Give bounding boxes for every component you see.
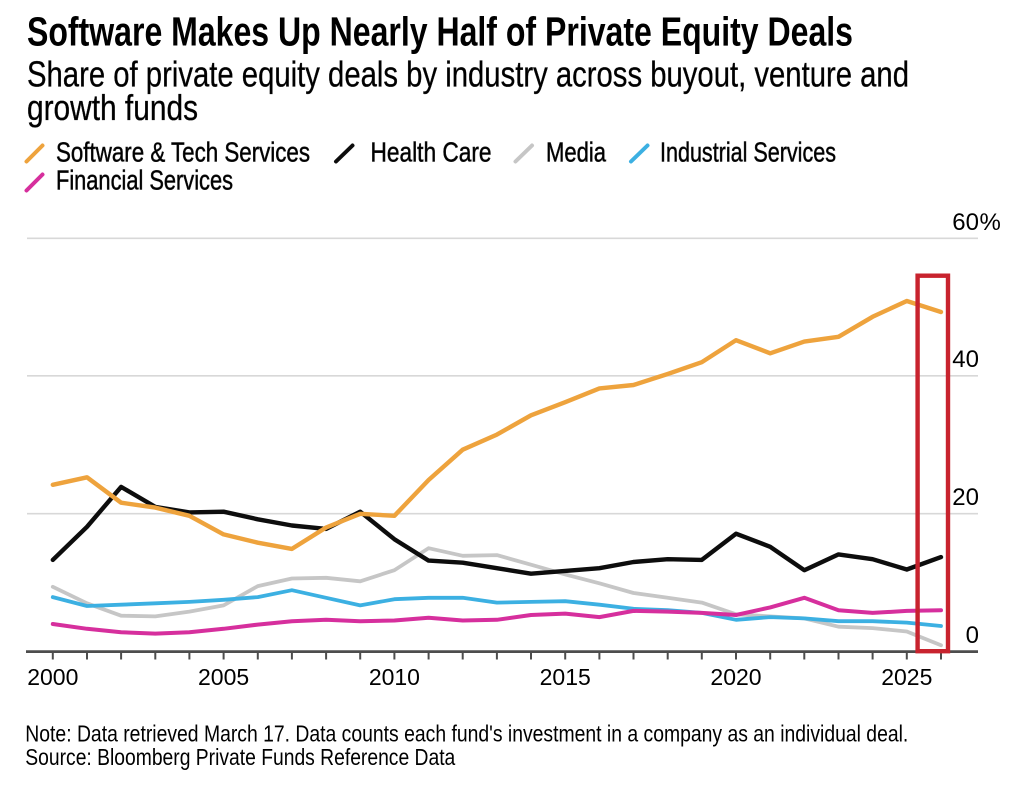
svg-text:growth funds: growth funds: [27, 87, 198, 128]
svg-text:%: %: [980, 209, 1001, 236]
svg-text:2015: 2015: [540, 664, 591, 690]
svg-text:Health Care: Health Care: [371, 136, 492, 167]
svg-text:2005: 2005: [198, 664, 249, 690]
svg-text:2010: 2010: [369, 664, 420, 690]
svg-text:2000: 2000: [27, 664, 78, 690]
svg-text:2020: 2020: [710, 664, 761, 690]
svg-text:Software Makes Up Nearly Half: Software Makes Up Nearly Half of Private…: [27, 9, 853, 55]
svg-text:Source: Bloomberg Private Fund: Source: Bloomberg Private Funds Referenc…: [25, 744, 455, 770]
svg-text:Software & Tech Services: Software & Tech Services: [56, 136, 310, 167]
svg-text:40: 40: [952, 346, 979, 373]
svg-text:Media: Media: [546, 136, 606, 167]
svg-text:Industrial Services: Industrial Services: [660, 136, 836, 167]
svg-text:20: 20: [952, 484, 979, 511]
svg-text:Note: Data retrieved March 17.: Note: Data retrieved March 17. Data coun…: [25, 720, 908, 746]
svg-text:2025: 2025: [881, 664, 932, 690]
svg-text:60: 60: [952, 209, 979, 236]
svg-text:Share of private equity deals: Share of private equity deals by industr…: [27, 54, 909, 95]
svg-text:0: 0: [966, 622, 979, 649]
svg-text:Financial Services: Financial Services: [56, 164, 233, 195]
